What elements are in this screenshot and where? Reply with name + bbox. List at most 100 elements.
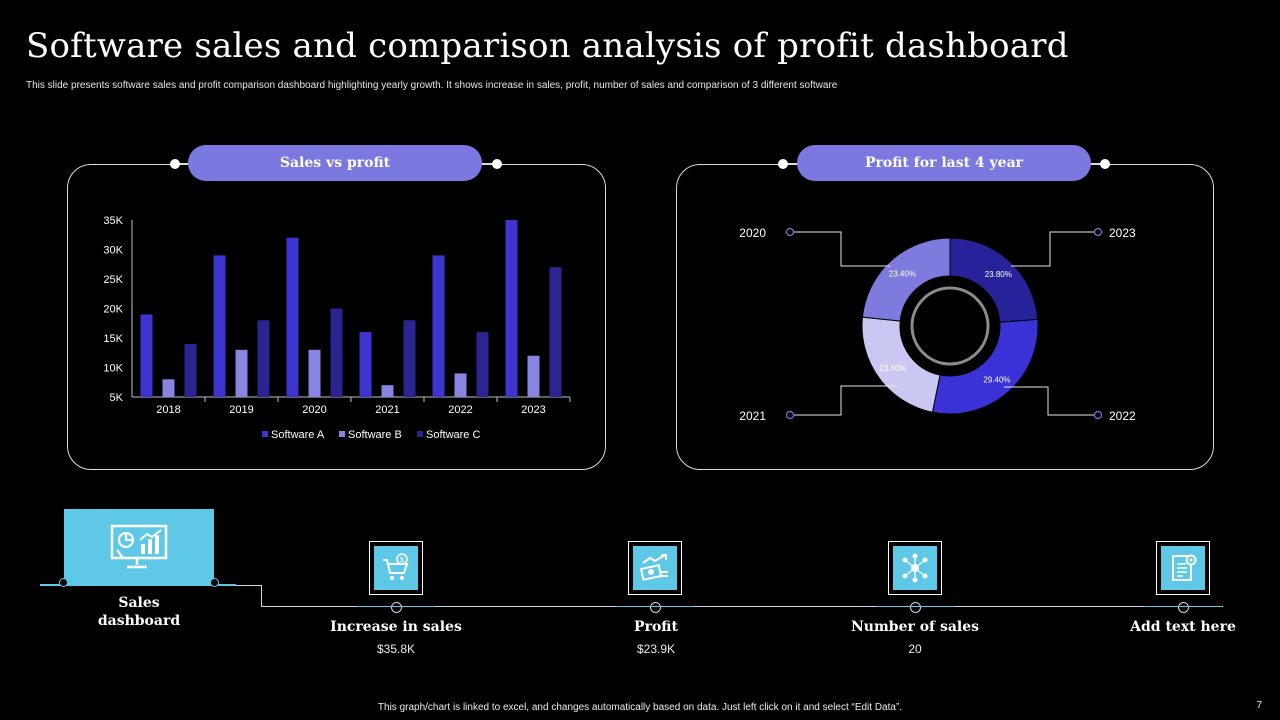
kpi-value: 20 <box>908 642 922 656</box>
year-label-2020: 2020 <box>739 226 766 240</box>
x-tick-label: 2018 <box>156 404 180 416</box>
document-gear-icon <box>1172 554 1197 581</box>
svg-text:$: $ <box>400 557 404 564</box>
bar-software-b-2021[interactable] <box>381 385 394 397</box>
presentation-chart-icon <box>110 524 168 569</box>
y-tick-label: 35K <box>103 215 123 227</box>
kpi-icon-box[interactable]: $ <box>369 541 423 595</box>
hub-label: Sales dashboard <box>39 594 239 630</box>
connector-line <box>261 585 262 607</box>
y-tick-label: 15K <box>103 333 123 345</box>
sales-dashboard-hub[interactable] <box>64 509 214 585</box>
bar-software-a-2021[interactable] <box>359 332 372 397</box>
year-label-2023: 2023 <box>1109 226 1136 240</box>
kpi-value: $35.8K <box>376 642 416 656</box>
donut-slice-2020[interactable] <box>861 237 951 322</box>
hub-dot-left <box>59 578 68 587</box>
timeline-accent <box>1144 606 1222 607</box>
callout-dot <box>1093 410 1103 420</box>
donut-inner-ring <box>910 286 990 366</box>
callout-dot <box>785 410 795 420</box>
sales-vs-profit-bar-chart[interactable]: 5K 10K 15K 20K 25K 30K 35K 2018 2019 2020 2021 2022… <box>67 200 606 460</box>
legend-label: Software B <box>348 429 402 441</box>
shopping-cart-icon: $ <box>383 553 409 580</box>
bar-software-b-2019[interactable] <box>235 349 248 397</box>
kpi-label: Number of sales <box>850 619 980 635</box>
timeline-dot <box>650 602 661 613</box>
bar-software-c-2019[interactable] <box>257 320 270 397</box>
x-tick-label: 2020 <box>302 404 326 416</box>
timeline-accent <box>876 606 954 607</box>
pill-dot-right <box>1100 159 1110 169</box>
x-tick-label: 2019 <box>229 404 253 416</box>
callout-line <box>1011 231 1098 267</box>
callout-line <box>790 231 890 267</box>
timeline-accent <box>616 606 694 607</box>
legend-swatch <box>262 431 268 437</box>
bar-software-a-2018[interactable] <box>140 314 153 397</box>
kpi-icon-box[interactable] <box>1156 541 1210 595</box>
donut-hole <box>900 276 1000 376</box>
page-title: Software sales and comparison analysis o… <box>26 26 1069 66</box>
donut-value-label: 23.40% <box>889 269 916 278</box>
kpi-label: Add text here <box>1130 619 1236 635</box>
legend-label: Software C <box>426 429 480 441</box>
timeline-line <box>261 606 1223 607</box>
y-tick-label: 30K <box>103 245 123 257</box>
bar-software-a-2020[interactable] <box>286 237 299 397</box>
footer-note: This graph/chart is linked to excel, and… <box>377 702 903 713</box>
callout-line <box>1004 386 1098 416</box>
donut-value-label: 23.80% <box>985 270 1012 279</box>
y-tick-label: 10K <box>103 363 123 375</box>
bar-software-c-2022[interactable] <box>476 332 489 397</box>
timeline-dot <box>910 602 921 613</box>
hub-dot-right <box>210 578 219 587</box>
bar-software-b-2018[interactable] <box>162 379 175 397</box>
callout-line <box>790 385 898 416</box>
hub-label-line2: dashboard <box>97 613 181 629</box>
y-tick-label: 25K <box>103 274 123 286</box>
legend-swatch <box>417 431 423 437</box>
donut-value-label: 23.40% <box>879 364 906 373</box>
legend-swatch <box>339 431 345 437</box>
pill-dot-left <box>170 159 180 169</box>
x-tick-label: 2021 <box>375 404 399 416</box>
profit-donut-chart[interactable]: 23.80% 29.40% 23.40% 23.40% 2023 2022 2021 2020 <box>676 200 1214 450</box>
kpi-label: Increase in sales <box>330 619 462 635</box>
profit-last-4-year-header: Profit for last 4 year <box>797 145 1091 181</box>
year-label-2022: 2022 <box>1109 409 1136 423</box>
timeline-dot <box>1178 602 1189 613</box>
pill-dot-right <box>492 159 502 169</box>
page-subtitle: This slide presents software sales and p… <box>26 80 838 91</box>
pill-dot-left <box>778 159 788 169</box>
kpi-icon-box[interactable] <box>628 541 682 595</box>
callout-dot <box>785 227 795 237</box>
connector-line <box>236 585 261 586</box>
bar-software-c-2018[interactable] <box>184 343 197 397</box>
x-tick-label: 2023 <box>521 404 545 416</box>
hub-base-line <box>40 584 236 586</box>
kpi-label: Profit <box>634 619 678 635</box>
kpi-icon-box[interactable] <box>888 541 942 595</box>
bar-software-a-2022[interactable] <box>432 255 445 397</box>
bar-software-b-2023[interactable] <box>527 355 540 397</box>
sales-vs-profit-header: Sales vs profit <box>188 145 482 181</box>
bar-software-b-2020[interactable] <box>308 349 321 397</box>
bar-software-c-2020[interactable] <box>330 308 343 398</box>
bar-software-a-2023[interactable] <box>505 220 518 397</box>
timeline-accent <box>357 606 435 607</box>
bar-software-b-2022[interactable] <box>454 373 467 397</box>
kpi-value: $23.9K <box>636 642 676 656</box>
timeline-dot <box>391 602 402 613</box>
bar-software-c-2023[interactable] <box>549 267 562 397</box>
year-label-2021: 2021 <box>739 409 766 423</box>
x-tick-label: 2022 <box>448 404 472 416</box>
donut-value-label: 29.40% <box>983 375 1010 384</box>
bar-software-a-2019[interactable] <box>213 255 226 397</box>
y-tick-label: 5K <box>110 392 124 404</box>
money-growth-icon <box>639 554 668 581</box>
network-icon <box>902 553 928 583</box>
bar-software-c-2021[interactable] <box>403 320 416 397</box>
callout-dot <box>1093 227 1103 237</box>
hub-label-line1: Sales <box>118 595 160 611</box>
